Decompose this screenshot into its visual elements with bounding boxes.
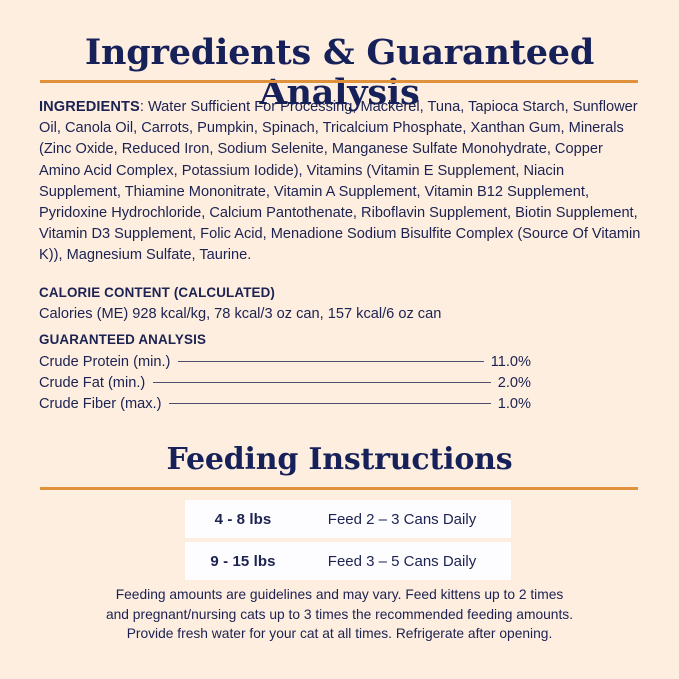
nutrient-value: 11.0% (490, 354, 531, 370)
ingredients-paragraph: INGREDIENTS: Water Sufficient For Proces… (39, 97, 645, 267)
table-row: 4 - 8 lbs Feed 2 – 3 Cans Daily (185, 500, 511, 538)
nutrient-label: Crude Fiber (max.) (39, 396, 162, 412)
leader-line (178, 361, 484, 362)
feeding-amount: Feed 3 – 5 Cans Daily (327, 552, 477, 570)
feeding-note: Feeding amounts are guidelines and may v… (52, 585, 627, 644)
nutrient-label: Crude Fat (min.) (39, 375, 146, 391)
guaranteed-analysis-row: Crude Fiber (max.) 1.0% (39, 394, 531, 415)
nutrient-value: 2.0% (497, 375, 531, 391)
leader-line (169, 403, 491, 404)
calorie-content-block: CALORIE CONTENT (CALCULATED) Calories (M… (39, 284, 645, 324)
leader-line (153, 382, 491, 383)
feeding-weight-range: 4 - 8 lbs (214, 510, 272, 528)
ingredients-label: INGREDIENTS (39, 99, 140, 115)
feeding-title-divider (40, 487, 638, 490)
feeding-weight-range: 9 - 15 lbs (210, 552, 276, 570)
feeding-chart-table: 4 - 8 lbs Feed 2 – 3 Cans Daily 9 - 15 l… (185, 500, 511, 580)
ingredients-list-text: : Water Sufficient For Processing, Macke… (39, 99, 641, 264)
feeding-section-title: Feeding Instructions (166, 442, 513, 477)
calorie-content-heading: CALORIE CONTENT (CALCULATED) (39, 285, 276, 300)
guaranteed-analysis-heading: GUARANTEED ANALYSIS (39, 332, 207, 347)
nutrient-label: Crude Protein (min.) (39, 354, 171, 370)
calorie-content-value: Calories (ME) 928 kcal/kg, 78 kcal/3 oz … (39, 306, 442, 322)
guaranteed-analysis-row: Crude Fat (min.) 2.0% (39, 373, 531, 394)
feeding-note-line-3: Provide fresh water for your cat at all … (126, 626, 553, 642)
table-row: 9 - 15 lbs Feed 3 – 5 Cans Daily (185, 542, 511, 580)
feeding-note-line-2: and pregnant/nursing cats up to 3 times … (105, 606, 574, 622)
guaranteed-analysis-block: GUARANTEED ANALYSIS Crude Protein (min.)… (39, 331, 531, 415)
nutrient-value: 1.0% (497, 396, 531, 412)
ingredients-section-title: Ingredients & Guaranteed Analysis (84, 32, 595, 113)
ingredients-title-divider (40, 80, 638, 83)
feeding-amount: Feed 2 – 3 Cans Daily (327, 510, 477, 528)
guaranteed-analysis-row: Crude Protein (min.) 11.0% (39, 352, 531, 373)
feeding-note-line-1: Feeding amounts are guidelines and may v… (115, 587, 564, 602)
